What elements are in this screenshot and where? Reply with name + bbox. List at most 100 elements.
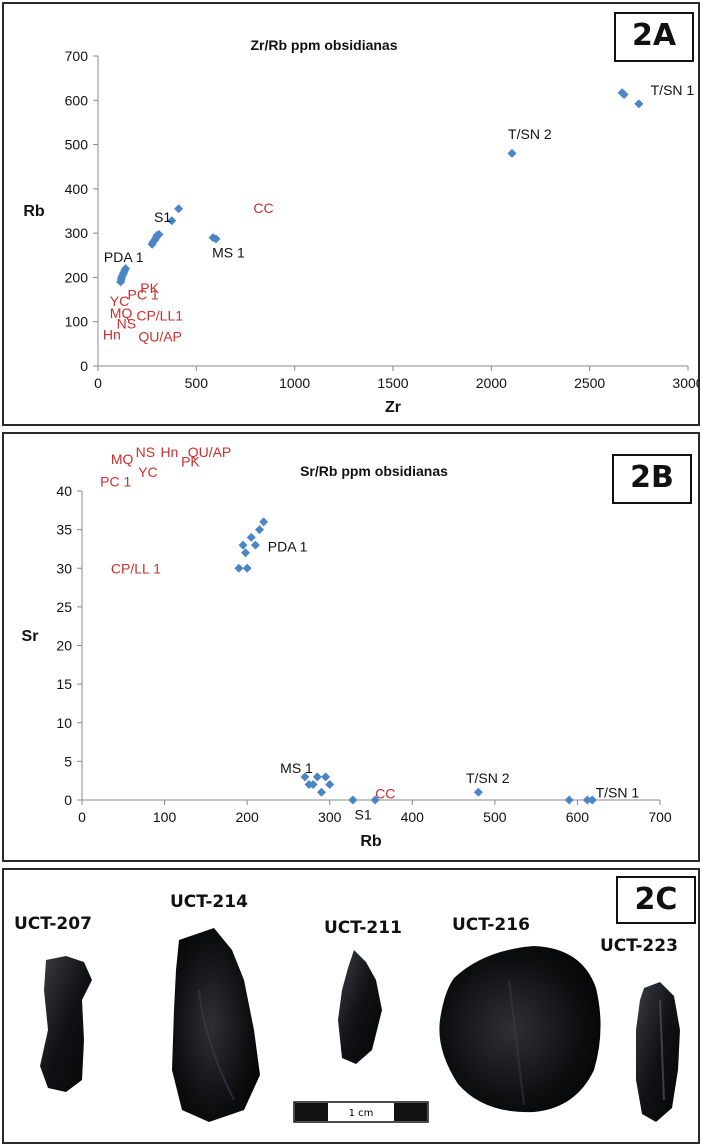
chart1-xtick-label: 400 <box>401 809 425 825</box>
chart1-point <box>238 540 248 550</box>
chart1-point <box>564 795 574 805</box>
chart0-ytick-label: 100 <box>65 314 89 330</box>
obsidian-artifact-uct-216 <box>439 946 601 1113</box>
obsidian-artifact-uct-214 <box>172 928 260 1122</box>
chart1-annotation: CP/LL 1 <box>111 561 161 577</box>
chart1-xtick-label: 600 <box>566 809 590 825</box>
chart1-ytick-label: 15 <box>56 676 72 692</box>
chart0-annotation: PC 1 <box>128 287 159 303</box>
chart1-annotation: T/SN 2 <box>466 770 510 786</box>
chart0-annotation: PK <box>140 280 159 296</box>
chart1-point <box>582 795 592 805</box>
chart0-point <box>211 234 221 244</box>
chart0-ytick-label: 500 <box>65 137 89 153</box>
chart1-xtick-label: 100 <box>153 809 177 825</box>
chart1-annotation: MS 1 <box>280 760 313 776</box>
chart0-point <box>121 264 131 274</box>
chart1-point <box>240 548 250 558</box>
chart1-annotation: PK <box>181 453 200 469</box>
chart1-xtick-label: 700 <box>648 809 672 825</box>
chart0-annotation: Hn <box>103 326 121 342</box>
specimen-label-uct-207: UCT-207 <box>14 914 92 934</box>
chart1-point <box>312 772 322 782</box>
chart1-ytick-label: 35 <box>56 522 72 538</box>
chart0-annotation: YC <box>110 293 129 309</box>
panel-2b: 0 5 10 15 20 25 30 35 40 0 100 200 300 400 500 600 700 Sr… <box>2 432 700 862</box>
chart1-point <box>255 525 265 535</box>
chart1-annotation: S1 <box>354 806 371 822</box>
chart0-ytick-label: 700 <box>65 48 89 64</box>
chart1-ytick-label: 25 <box>56 599 72 615</box>
chart0-xtick-label: 0 <box>94 375 102 391</box>
chart1-point <box>300 772 310 782</box>
chart0-annotation: PDA 1 <box>104 249 144 265</box>
chart1-point <box>348 795 358 805</box>
chart1-point <box>325 780 335 790</box>
chart0-ytick-label: 200 <box>65 269 89 285</box>
chart1-point <box>246 532 256 542</box>
badge-2c: 2C <box>616 876 696 924</box>
chart0-annotation: T/SN 2 <box>508 126 552 142</box>
chart1-xtick-label: 0 <box>78 809 86 825</box>
chart1-annotation: MQ <box>111 451 134 467</box>
chart1-xtick-label: 200 <box>235 809 259 825</box>
specimen-label-uct-211: UCT-211 <box>324 918 402 938</box>
chart1-ytick-label: 5 <box>64 753 72 769</box>
chart1-xtick-label: 300 <box>318 809 342 825</box>
obsidian-artifact-uct-211 <box>338 950 382 1064</box>
badge-2a: 2A <box>614 12 694 62</box>
chart1-point <box>308 780 318 790</box>
scale-bar-label: 1 cm <box>349 1108 374 1119</box>
obsidian-artifact-uct-207 <box>40 956 92 1092</box>
chart0-xtick-label: 500 <box>185 375 209 391</box>
chart0-xlabel: Zr <box>385 399 401 416</box>
chart0-ylabel: Rb <box>23 203 45 220</box>
chart0-point <box>634 99 644 109</box>
badge-2b: 2B <box>612 454 692 504</box>
chart0-annotation: CC <box>253 200 273 216</box>
chart1-ytick-label: 20 <box>56 638 72 654</box>
chart1-ytick-label: 10 <box>56 715 72 731</box>
chart1-annotation: CC <box>375 785 395 801</box>
chart1-point <box>234 563 244 573</box>
panel-2a: 0 100 200 300 400 500 600 700 0 500 1000 1500 2000 25… <box>2 2 700 426</box>
specimen-label-uct-223: UCT-223 <box>600 936 678 956</box>
chart1-annotation: T/SN 1 <box>596 785 640 801</box>
chart1-ytick-label: 30 <box>56 560 72 576</box>
chart0-title: Zr/Rb ppm obsidianas <box>250 37 397 53</box>
obsidian-artifact-uct-223 <box>636 982 680 1122</box>
chart0-annotation: MQ <box>110 305 133 321</box>
chart1-point <box>587 795 597 805</box>
chart0-annotation: MS 1 <box>212 245 245 261</box>
chart1-xtick-label: 500 <box>483 809 507 825</box>
chart1-point <box>259 517 269 527</box>
chart0-point <box>619 90 629 100</box>
chart0-point <box>507 148 517 158</box>
panel-2c: 2C UCT-207 UCT-214 UCT-211 UCT-216 UCT-2… <box>2 868 700 1144</box>
chart1-point <box>473 787 483 797</box>
chart0-ytick-label: 600 <box>65 92 89 108</box>
specimen-label-uct-214: UCT-214 <box>170 892 248 912</box>
chart1-point <box>316 787 326 797</box>
specimen-label-uct-216: UCT-216 <box>452 915 530 935</box>
chart0-ytick-label: 300 <box>65 225 89 241</box>
chart0-xtick-label: 1500 <box>377 375 408 391</box>
chart0-annotation: CP/LL1 <box>136 307 183 323</box>
chart1-annotation: NS <box>136 444 155 460</box>
chart1-annotation: PDA 1 <box>268 538 308 554</box>
chart0-point <box>167 216 177 226</box>
chart0-annotation: S1 <box>154 209 171 225</box>
chart1-title: Sr/Rb ppm obsidianas <box>300 463 448 479</box>
chart1-ytick-label: 40 <box>56 483 72 499</box>
chart1-annotation: PC 1 <box>100 473 131 489</box>
chart0-xtick-label: 3000 <box>672 375 698 391</box>
chart1-annotation: Hn <box>160 444 178 460</box>
chart0-annotation: QU/AP <box>138 329 182 345</box>
chart1-point <box>321 772 331 782</box>
chart0-xtick-label: 1000 <box>279 375 310 391</box>
chart0-ytick-label: 0 <box>80 358 88 374</box>
chart0-ytick-label: 400 <box>65 181 89 197</box>
chart0-annotation: T/SN 1 <box>651 82 695 98</box>
chart0-xtick-label: 2000 <box>476 375 507 391</box>
